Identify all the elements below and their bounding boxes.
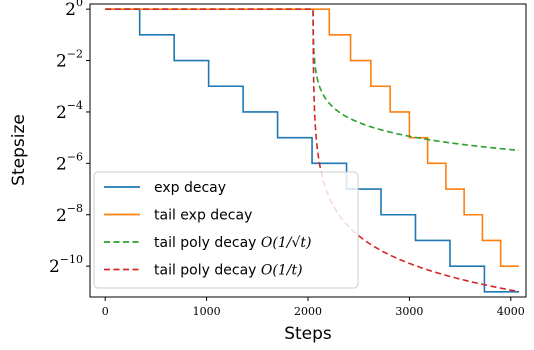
- y-tick-label: 2−6: [56, 150, 83, 174]
- y-tick-label: 20: [65, 0, 83, 20]
- y-tick-label: 2−10: [49, 253, 83, 277]
- legend-label-0: exp decay: [154, 180, 226, 196]
- x-axis-label: Steps: [284, 324, 332, 344]
- series-line-2: [105, 8, 519, 152]
- x-axis: 0 1000 2000 3000 4000: [102, 297, 525, 318]
- y-tick-label: 2−8: [56, 202, 83, 226]
- series-line-3: [105, 8, 520, 293]
- y-tick-label: 2−4: [56, 99, 83, 123]
- legend-box: [93, 171, 359, 289]
- legend-label-2: tail poly decay O(1/√t): [154, 235, 311, 251]
- y-axis: 20 2−2 2−4 2−6 2−8 2−10: [49, 0, 90, 277]
- y-tick-label: 2−2: [56, 48, 83, 72]
- plot-area: [105, 8, 520, 293]
- series-line-0: [105, 8, 519, 293]
- legend-label-1: tail exp decay: [154, 208, 252, 224]
- x-tick-label: 0: [102, 305, 109, 318]
- legend: exp decay tail exp decay tail poly decay O…: [93, 171, 359, 289]
- x-tick-label: 4000: [497, 305, 525, 318]
- x-tick-label: 3000: [395, 305, 423, 318]
- x-tick-label: 2000: [294, 305, 322, 318]
- x-tick-label: 1000: [193, 305, 221, 318]
- legend-label-3: tail poly decay O(1/t): [154, 263, 303, 279]
- y-axis-label: Stepsize: [9, 114, 29, 186]
